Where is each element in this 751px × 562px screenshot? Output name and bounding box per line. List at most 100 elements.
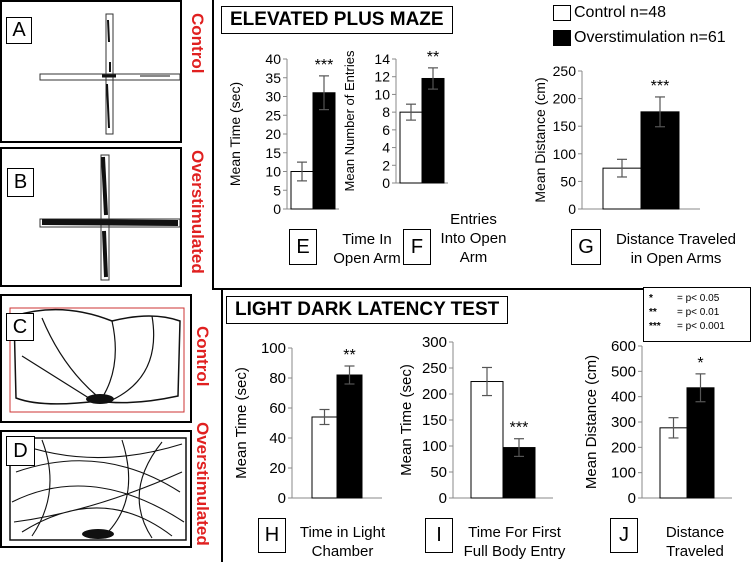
epm-section-frame	[212, 0, 751, 290]
y-tick-label: 150	[422, 412, 447, 429]
panel-letter-a: A	[6, 17, 32, 44]
panel-letter-d: D	[6, 436, 35, 466]
significance-marker: ***	[510, 420, 529, 437]
caption-f: Entries Into Open Arm	[440, 211, 507, 266]
y-tick-label: 25	[265, 107, 281, 123]
caption-g: Distance Traveled in Open Arms	[615, 231, 737, 267]
track-image-d	[0, 430, 192, 548]
panel-letter-i: I	[425, 518, 453, 553]
y-tick-label: 100	[261, 340, 286, 357]
y-tick-label: 60	[269, 400, 286, 417]
significance-marker: **	[343, 347, 355, 364]
significance-marker: ***	[651, 78, 670, 95]
bar-control	[399, 111, 423, 184]
significance-marker: *	[697, 355, 703, 372]
y-tick-label: 150	[553, 118, 577, 134]
y-tick-label: 250	[553, 63, 577, 79]
y-tick-label: 0	[568, 201, 576, 217]
y-tick-label: 2	[382, 157, 390, 173]
y-axis-label: Mean Time (sec)	[398, 364, 415, 476]
y-tick-label: 0	[382, 175, 390, 191]
significance-marker: **	[427, 49, 439, 66]
ldl-section-frame	[221, 290, 751, 562]
y-tick-label: 200	[553, 91, 577, 107]
bar-overstimulation	[686, 387, 715, 499]
y-tick-label: 20	[265, 126, 281, 142]
caption-j: Distance Traveled	[665, 524, 725, 560]
y-tick-label: 35	[265, 70, 281, 86]
legend-label-overstimulation: Overstimulation n=61	[574, 29, 726, 46]
panel-letter-h: H	[258, 518, 286, 553]
y-tick-label: 6	[382, 122, 390, 138]
y-tick-label: 40	[265, 51, 281, 67]
chart-time-first-entry: 0 50 100 150 200 250 300 Mean Time (sec) ***	[398, 334, 553, 507]
ldl-title: LIGHT DARK LATENCY TEST	[226, 296, 509, 324]
y-tick-label: 0	[439, 490, 447, 507]
y-tick-label: 400	[611, 389, 636, 406]
bar-overstimulation	[421, 77, 445, 184]
y-tick-label: 0	[278, 490, 286, 507]
y-tick-label: 100	[553, 146, 577, 162]
y-axis-label: Mean Time (sec)	[227, 82, 243, 186]
panel-letter-e: E	[289, 229, 317, 265]
chart-time-in-open-arm: 0 5 10 15 20 25 30 35 40 Mean Time (sec) ***	[227, 51, 339, 217]
y-tick-label: 5	[273, 182, 281, 198]
y-tick-label: 300	[422, 334, 447, 351]
control-label-top: Control	[188, 13, 207, 74]
y-tick-label: 12	[374, 69, 390, 85]
y-tick-label: 10	[265, 164, 281, 180]
y-tick-label: 50	[430, 464, 447, 481]
chart-time-light-chamber: 0 20 40 60 80 100 Mean Time (sec) **	[233, 340, 382, 507]
caption-e: Time In Open Arm	[333, 231, 401, 267]
overstimulated-label-top: Overstimulated	[188, 150, 207, 274]
y-tick-label: 14	[374, 51, 390, 67]
chart-distance-open-arms: 0 50 100 150 200 250 Mean Distance (cm) ***	[532, 63, 700, 217]
y-tick-label: 500	[611, 363, 636, 380]
legend-swatch-overstimulation	[553, 30, 571, 46]
significance-key: * = p< 0.05 ** = p< 0.01 *** = p< 0.001	[643, 287, 751, 342]
y-tick-label: 20	[269, 460, 286, 477]
bar-control	[470, 381, 504, 499]
y-tick-label: 40	[269, 430, 286, 447]
caption-i: Time For First Full Body Entry	[463, 524, 566, 560]
sig-row: ** = p< 0.01	[649, 306, 720, 318]
y-tick-label: 80	[269, 370, 286, 387]
y-tick-label: 8	[382, 104, 390, 120]
y-tick-label: 0	[273, 201, 281, 217]
overstimulated-label-bottom: Overstimulated	[193, 422, 212, 546]
chart-distance-traveled: 0 100 200 300 400 500 600 Mean Distance (cm) *	[583, 338, 732, 507]
y-tick-label: 4	[382, 140, 390, 156]
y-axis-label: Mean Time (sec)	[233, 367, 250, 479]
panel-letter-g: G	[571, 229, 601, 265]
caption-h: Time in Light Chamber	[299, 524, 386, 560]
bar-overstimulation	[336, 374, 363, 499]
track-image-c	[0, 294, 192, 423]
sig-row: *** = p< 0.001	[649, 320, 725, 332]
control-label-bottom: Control	[193, 326, 212, 387]
y-tick-label: 50	[560, 173, 576, 189]
y-tick-label: 200	[611, 439, 636, 456]
y-tick-label: 600	[611, 338, 636, 355]
y-tick-label: 300	[611, 414, 636, 431]
panel-letter-c: C	[6, 313, 34, 341]
y-tick-label: 100	[422, 438, 447, 455]
y-axis-label: Mean Number of Entries	[342, 50, 357, 191]
bar-control	[311, 416, 338, 499]
y-tick-label: 0	[628, 490, 636, 507]
epm-title: ELEVATED PLUS MAZE	[221, 6, 453, 34]
y-tick-label: 200	[422, 386, 447, 403]
legend-label-control: Control n=48	[574, 4, 667, 21]
y-axis-label: Mean Distance (cm)	[583, 355, 600, 489]
y-tick-label: 250	[422, 360, 447, 377]
sig-row: * = p< 0.05	[649, 292, 720, 304]
significance-marker: ***	[315, 57, 334, 74]
panel-letter-j: J	[610, 518, 638, 553]
y-tick-label: 15	[265, 145, 281, 161]
legend-swatch-control	[553, 5, 571, 21]
y-tick-label: 100	[611, 465, 636, 482]
y-tick-label: 30	[265, 89, 281, 105]
panel-letter-b: B	[7, 168, 34, 197]
panel-letter-f: F	[403, 229, 431, 265]
y-axis-label: Mean Distance (cm)	[532, 77, 548, 202]
